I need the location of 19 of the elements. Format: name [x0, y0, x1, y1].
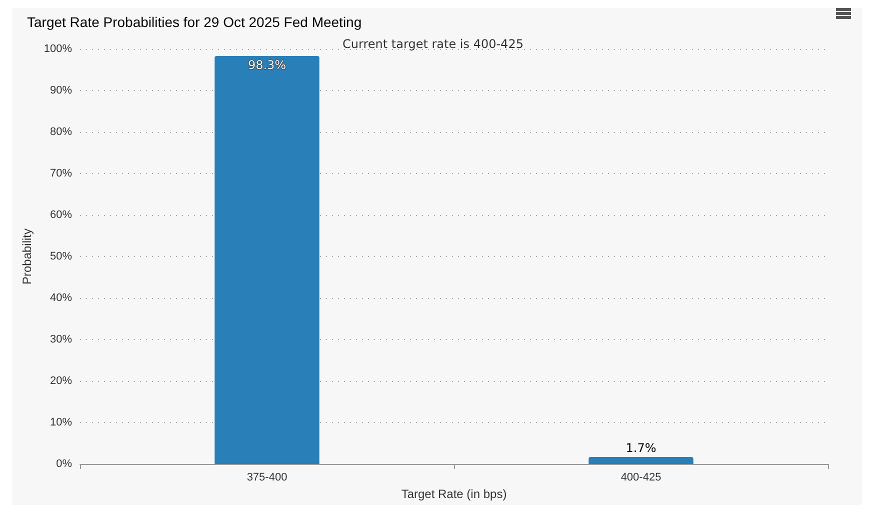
x-axis-title: Target Rate (in bps): [401, 487, 507, 501]
chart-subtitle: Current target rate is 400-425: [342, 37, 524, 51]
y-tick-label: 60%: [50, 209, 72, 221]
y-tick-label: 0%: [56, 458, 72, 470]
y-tick-label: 70%: [50, 168, 72, 180]
y-tick-label: 90%: [50, 84, 72, 96]
y-tick-label: 30%: [50, 334, 72, 346]
y-tick-label: 80%: [50, 126, 72, 138]
x-tick-label: 400-425: [620, 472, 662, 484]
data-label: 1.7%: [626, 440, 656, 455]
chart-title: Target Rate Probabilities for 29 Oct 2025 Fed Meeting: [27, 14, 362, 30]
y-axis-title: Probability: [20, 228, 34, 285]
y-tick-label: 100%: [44, 43, 72, 55]
y-tick-label: 10%: [50, 416, 72, 428]
y-tick-label: 50%: [50, 250, 72, 262]
data-label: 98.3%: [248, 58, 286, 72]
y-tick-label: 40%: [50, 292, 72, 304]
y-tick-label: 20%: [50, 375, 72, 387]
x-tick-label: 375-400: [246, 472, 288, 484]
